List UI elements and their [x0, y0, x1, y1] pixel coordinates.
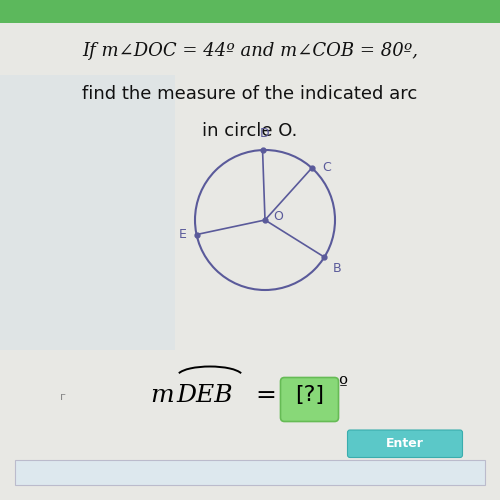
Text: =: = [248, 384, 286, 406]
Text: º: º [338, 376, 347, 394]
Text: [?]: [?] [295, 385, 324, 405]
FancyBboxPatch shape [280, 378, 338, 422]
Text: If m∠DOC = 44º and m∠COB = 80º,: If m∠DOC = 44º and m∠COB = 80º, [82, 42, 418, 60]
FancyBboxPatch shape [0, 0, 500, 22]
Text: E: E [178, 228, 186, 241]
Text: in circle O.: in circle O. [202, 122, 298, 140]
FancyBboxPatch shape [348, 430, 463, 458]
Text: C: C [322, 162, 330, 174]
Text: find the measure of the indicated arc: find the measure of the indicated arc [82, 85, 417, 103]
Text: m: m [150, 384, 174, 406]
Text: г: г [60, 392, 66, 402]
Text: Enter: Enter [386, 437, 424, 450]
FancyBboxPatch shape [0, 75, 175, 350]
Text: O: O [273, 210, 283, 224]
Text: B: B [332, 262, 341, 275]
Text: DEB: DEB [176, 384, 233, 406]
FancyBboxPatch shape [15, 460, 485, 485]
Text: D: D [260, 127, 270, 140]
